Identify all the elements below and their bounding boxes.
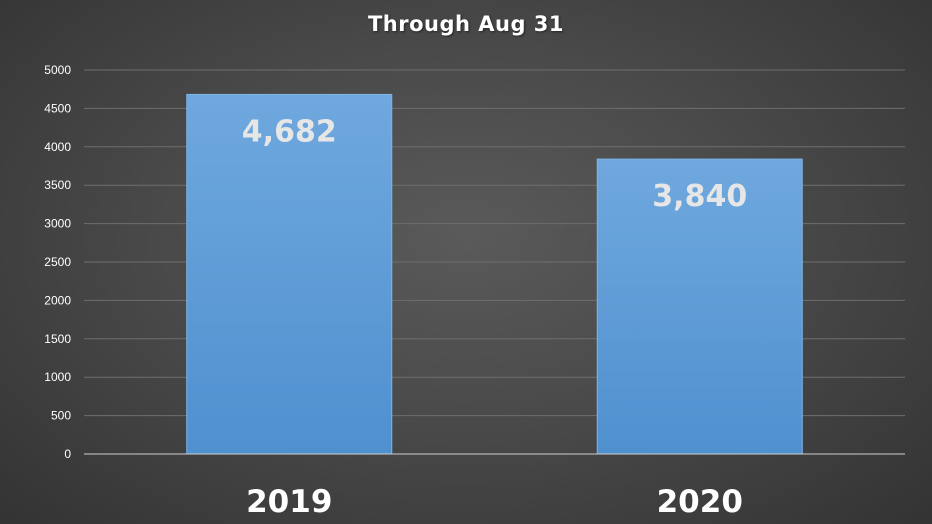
- bar-2019: [186, 93, 393, 455]
- y-tick-label: 4500: [44, 101, 71, 115]
- data-label-2019: 4,682: [242, 114, 337, 149]
- y-tick-label: 1500: [44, 332, 71, 346]
- y-tick-label: 5000: [44, 63, 71, 77]
- bar-2020: [596, 158, 803, 455]
- category-label-2019: 2019: [246, 484, 332, 520]
- data-label-2020: 3,840: [652, 179, 747, 214]
- y-tick-label: 500: [51, 409, 71, 423]
- y-tick-label: 2500: [44, 255, 71, 269]
- category-labels: 2019 2020: [246, 484, 743, 520]
- category-label-2020: 2020: [657, 484, 743, 520]
- y-tick-label: 1000: [44, 370, 71, 384]
- data-labels: 4,682 3,840: [242, 114, 747, 214]
- y-tick-label: 3000: [44, 217, 71, 231]
- y-tick-label: 4000: [44, 140, 71, 154]
- chart-title: Through Aug 31: [367, 12, 565, 36]
- y-tick-label: 0: [64, 447, 71, 461]
- y-tick-label: 2000: [44, 293, 71, 307]
- y-tick-label: 3500: [44, 178, 71, 192]
- bars: [186, 93, 803, 455]
- y-axis-ticks: 0 500 1000 1500 2000 2500 3000 3500 4000 4500 5000: [44, 63, 71, 461]
